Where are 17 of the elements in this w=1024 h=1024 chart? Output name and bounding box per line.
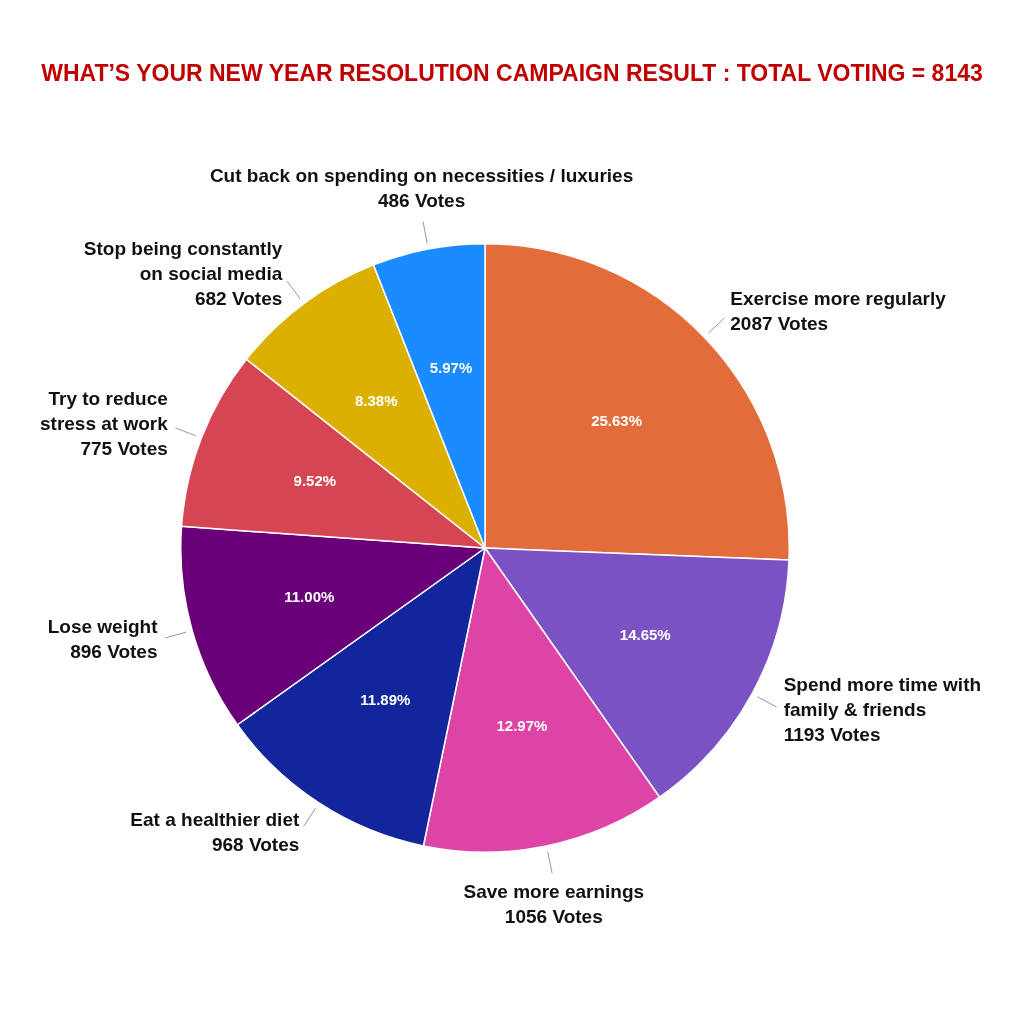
slice-label: Spend more time with family & friends 1193 Votes xyxy=(783,674,982,746)
data-label: 5.97% xyxy=(429,358,473,376)
data-label: 8.38% xyxy=(354,391,398,409)
slice-label: Stop being constantly on social media 682 Votes xyxy=(83,237,283,309)
data-label: 25.63% xyxy=(591,411,643,429)
slice-label: Cut back on spending on necessities / luxuries 486 Votes xyxy=(209,164,634,211)
slice-label: Save more earnings 1056 Votes xyxy=(463,881,645,928)
chart-title: WHAT’S YOUR NEW YEAR RESOLUTION CAMPAIGN RESULT : TOTAL VOTING = 8143 xyxy=(40,60,984,87)
data-label: 12.97% xyxy=(496,716,548,734)
slice-label: Eat a healthier diet 968 Votes xyxy=(130,808,300,855)
data-label: 11.89% xyxy=(360,691,411,709)
data-label: 11.00% xyxy=(284,587,335,605)
slice-label: Lose weight 896 Votes xyxy=(47,615,159,662)
slice-label: Try to reduce stress at work 775 Votes xyxy=(40,388,169,460)
slice-label: Exercise more regularly 2087 Votes xyxy=(730,287,947,334)
data-label: 9.52% xyxy=(293,472,337,490)
data-label: 14.65% xyxy=(619,625,671,643)
